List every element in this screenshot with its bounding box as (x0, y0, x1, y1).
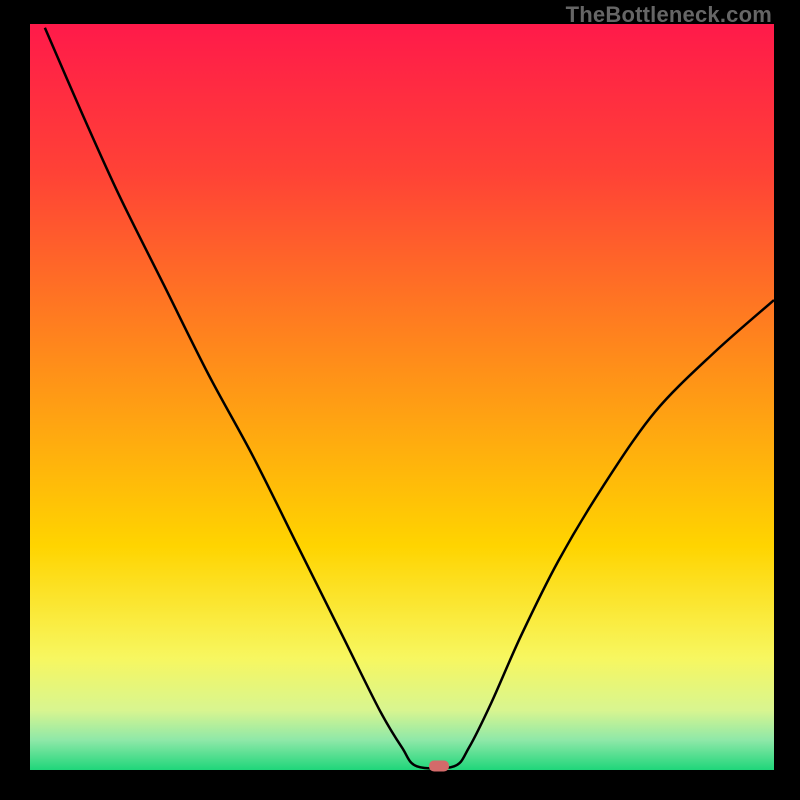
bottleneck-curve (45, 28, 774, 769)
optimum-marker (429, 761, 449, 772)
chart-container: TheBottleneck.com (0, 0, 800, 800)
curve-layer (0, 0, 800, 800)
watermark-text: TheBottleneck.com (566, 2, 772, 28)
